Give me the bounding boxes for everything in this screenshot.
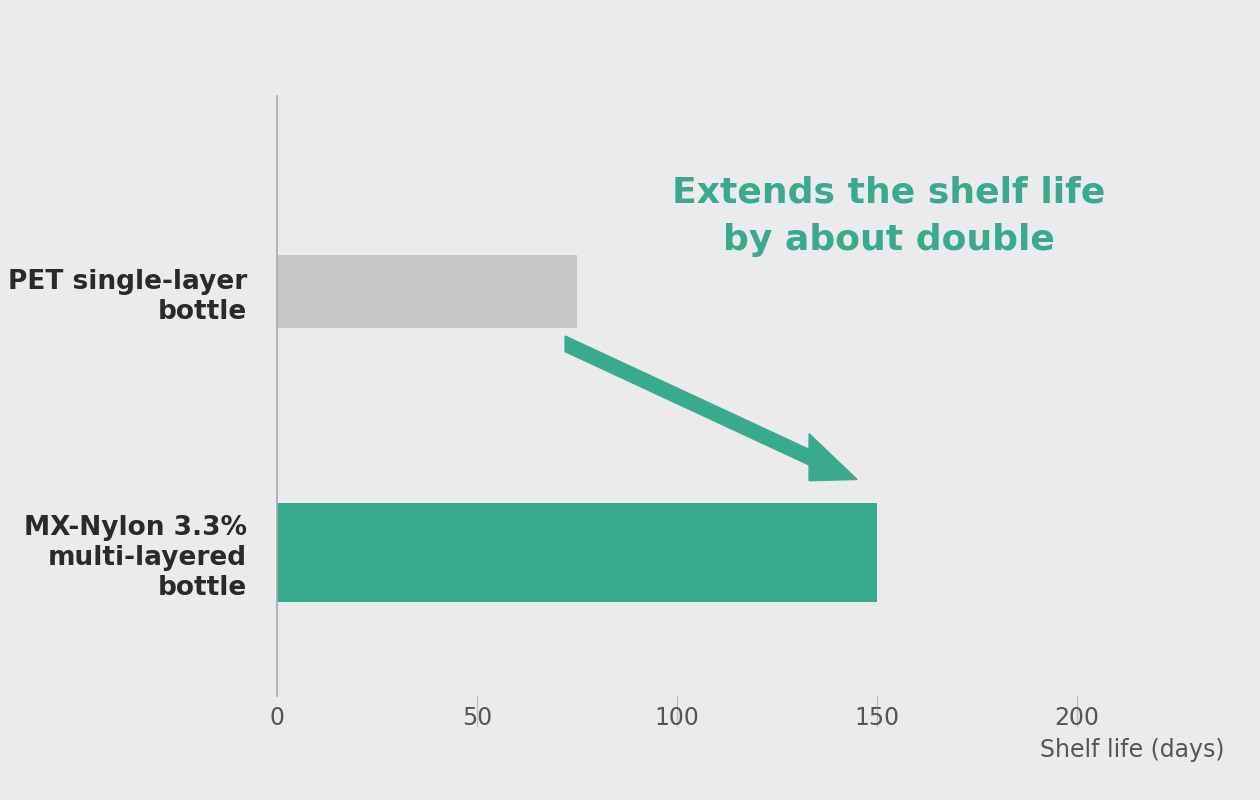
Text: Extends the shelf life
by about double: Extends the shelf life by about double [672, 175, 1105, 257]
FancyArrow shape [566, 336, 857, 481]
X-axis label: Shelf life (days): Shelf life (days) [1041, 738, 1225, 762]
Bar [277, 255, 577, 328]
Bar [277, 503, 877, 602]
